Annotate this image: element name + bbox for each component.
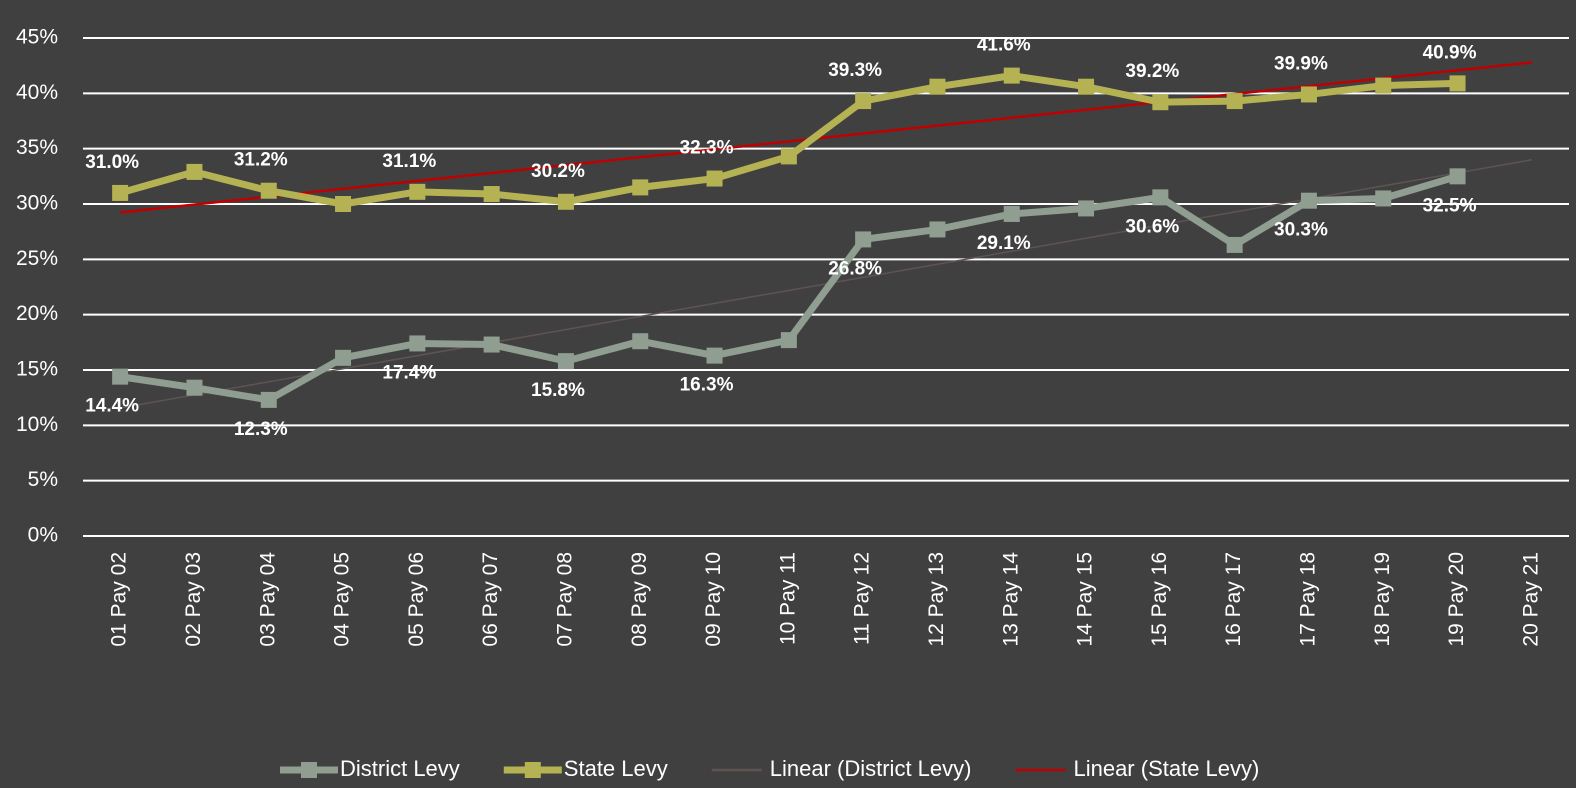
marker xyxy=(1078,200,1095,217)
value-label: 12.3% xyxy=(234,419,288,440)
marker xyxy=(1449,75,1466,92)
trendline xyxy=(120,61,1532,214)
marker xyxy=(632,333,649,350)
value-label: 31.0% xyxy=(85,152,139,173)
y-tick-label: 20% xyxy=(16,302,58,325)
value-label: 30.2% xyxy=(531,161,585,182)
x-tick-label: 04 Pay 05 xyxy=(331,552,354,647)
x-tick-label: 13 Pay 14 xyxy=(999,552,1022,647)
marker xyxy=(409,335,426,352)
marker xyxy=(1375,190,1392,207)
marker xyxy=(1226,236,1243,253)
y-tick-label: 40% xyxy=(16,81,58,104)
x-tick-label: 18 Pay 19 xyxy=(1371,552,1394,647)
marker xyxy=(780,332,797,349)
legend-label: District Levy xyxy=(340,756,460,781)
legend-label: Linear (District Levy) xyxy=(770,756,972,781)
marker xyxy=(557,193,574,210)
x-tick-label: 14 Pay 15 xyxy=(1074,552,1097,647)
marker xyxy=(1449,168,1466,185)
value-label: 32.3% xyxy=(680,138,734,159)
marker xyxy=(632,179,649,196)
y-tick-label: 0% xyxy=(28,524,58,547)
marker xyxy=(929,221,946,238)
y-tick-label: 45% xyxy=(16,26,58,49)
marker xyxy=(186,163,203,180)
value-label: 30.3% xyxy=(1274,220,1328,241)
marker xyxy=(1226,93,1243,110)
x-tick-label: 08 Pay 09 xyxy=(628,552,651,647)
value-label: 30.6% xyxy=(1125,216,1179,237)
y-tick-label: 25% xyxy=(16,247,58,270)
x-tick-label: 02 Pay 03 xyxy=(182,552,205,647)
legend-label: Linear (State Levy) xyxy=(1073,756,1259,781)
marker xyxy=(112,184,129,201)
marker xyxy=(483,186,500,203)
value-label: 17.4% xyxy=(382,362,436,383)
x-tick-label: 06 Pay 07 xyxy=(479,552,502,647)
marker xyxy=(557,353,574,370)
value-label: 16.3% xyxy=(680,375,734,396)
y-tick-label: 35% xyxy=(16,136,58,159)
x-tick-label: 16 Pay 17 xyxy=(1222,552,1245,647)
legend-marker xyxy=(301,762,317,778)
marker xyxy=(112,368,129,385)
y-tick-label: 5% xyxy=(28,468,58,491)
value-label: 40.9% xyxy=(1423,42,1477,63)
x-tick-label: 10 Pay 11 xyxy=(776,552,799,645)
value-label: 26.8% xyxy=(828,258,882,279)
x-tick-label: 19 Pay 20 xyxy=(1445,552,1468,647)
x-tick-label: 12 Pay 13 xyxy=(925,552,948,647)
marker xyxy=(335,196,352,212)
marker xyxy=(1003,205,1020,222)
marker xyxy=(1300,86,1317,103)
legend-label: State Levy xyxy=(564,756,668,781)
x-tick-label: 05 Pay 06 xyxy=(405,552,428,647)
marker xyxy=(706,347,723,364)
trendline xyxy=(120,159,1532,409)
y-tick-label: 15% xyxy=(16,358,58,381)
value-label: 39.3% xyxy=(828,60,882,81)
value-label: 32.5% xyxy=(1423,195,1477,216)
marker xyxy=(335,349,352,366)
value-label: 29.1% xyxy=(977,233,1031,254)
marker xyxy=(483,336,500,353)
value-label: 31.1% xyxy=(382,151,436,172)
value-label: 31.2% xyxy=(234,150,288,171)
marker xyxy=(260,182,277,199)
x-tick-label: 20 Pay 21 xyxy=(1519,552,1542,647)
y-tick-label: 10% xyxy=(16,413,58,436)
x-tick-label: 01 Pay 02 xyxy=(108,552,131,647)
marker xyxy=(1003,67,1020,84)
x-tick-label: 07 Pay 08 xyxy=(553,552,576,647)
marker xyxy=(855,93,872,110)
marker xyxy=(1078,78,1095,95)
value-label: 15.8% xyxy=(531,380,585,401)
marker xyxy=(1375,77,1392,94)
marker xyxy=(929,78,946,95)
x-tick-label: 11 Pay 12 xyxy=(851,552,874,645)
x-tick-label: 03 Pay 04 xyxy=(256,552,279,647)
x-tick-label: 17 Pay 18 xyxy=(1296,552,1319,647)
marker xyxy=(1300,192,1317,209)
marker xyxy=(706,170,723,187)
marker xyxy=(260,391,277,408)
legend-marker xyxy=(524,762,541,778)
marker xyxy=(1152,94,1169,111)
y-tick-label: 30% xyxy=(16,192,58,215)
value-label: 39.9% xyxy=(1274,53,1328,74)
marker xyxy=(780,148,797,165)
marker xyxy=(409,183,426,200)
x-tick-label: 09 Pay 10 xyxy=(702,552,725,647)
value-label: 41.6% xyxy=(977,35,1031,56)
marker xyxy=(186,379,203,396)
marker xyxy=(855,231,872,248)
value-label: 39.2% xyxy=(1125,61,1179,82)
marker xyxy=(1152,189,1169,206)
value-label: 14.4% xyxy=(85,396,139,417)
x-tick-label: 15 Pay 16 xyxy=(1148,552,1171,647)
